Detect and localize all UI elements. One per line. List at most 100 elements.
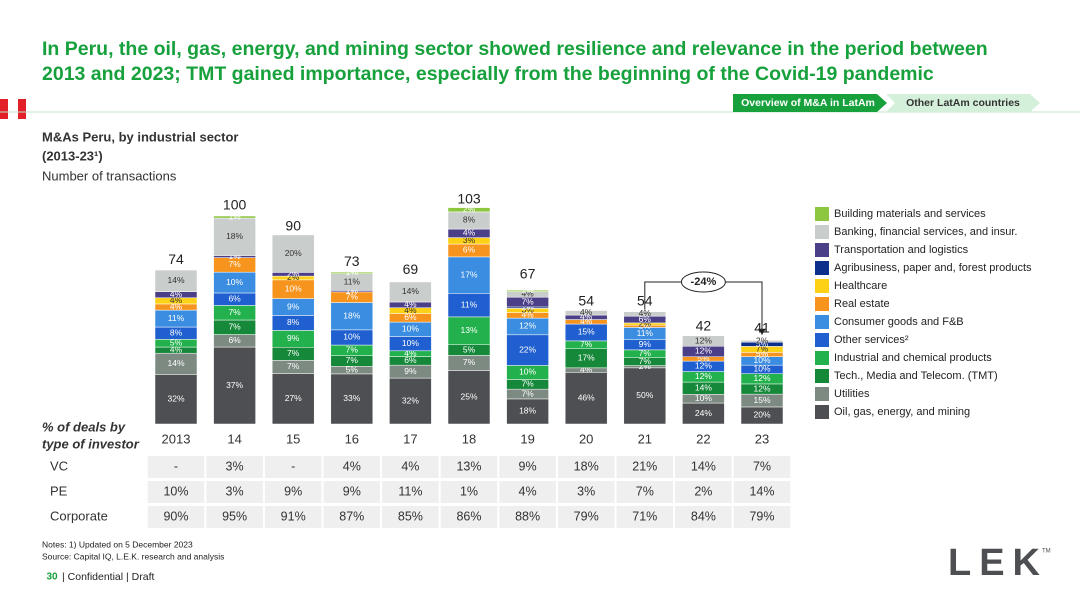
segment-label: 12% [695,371,712,381]
segment-label: 18% [226,231,243,241]
table-cell [440,481,498,503]
legend-swatch [815,279,829,293]
table-value: 87% [339,509,364,523]
segment-label: 8% [287,317,300,327]
table-value: 1% [460,484,478,498]
segment-label: 11% [637,328,654,338]
total-label: 73 [344,253,360,269]
table-value: 71% [632,509,657,523]
segment-label: 7% [756,344,769,354]
table-cell [147,481,205,503]
tab[interactable] [733,94,887,112]
segment-label: 27% [285,393,302,403]
table-cell [147,506,205,528]
note: Source: Capital IQ, L.E.K. research and … [42,551,224,561]
logo: LEK [948,542,1048,584]
segment-label: 20% [285,248,302,258]
x-tick-label: 19 [520,431,534,446]
x-tick-label: 18 [462,431,476,446]
table-cell [323,456,381,478]
segment-label: 15% [753,395,770,405]
table-cell [557,481,615,503]
table-value: 21% [632,459,657,473]
table-value: 85% [398,509,423,523]
segment-label: 10% [519,367,536,377]
legend-label: Building materials and services [834,208,986,220]
legend-label: Industrial and chemical products [834,352,992,364]
segment-label: 1% [346,267,359,277]
total-label: 90 [285,218,301,234]
legend-swatch [815,261,829,275]
tab[interactable] [886,94,1040,112]
segment-label: 4% [580,364,593,374]
table-value: 88% [515,509,540,523]
table-cell [733,481,791,503]
segment-label: 9% [639,339,652,349]
segment-label: 7% [521,296,534,306]
legend-swatch [815,387,829,401]
x-tick-label: 2013 [162,431,191,446]
segment-label: 12% [695,335,712,345]
segment-label: 14% [167,275,184,285]
flag [18,99,26,119]
bar-segment [389,377,432,425]
segment-label: 33% [343,393,360,403]
segment-label: 17% [578,353,595,363]
legend-label: Tech., Media and Telecom. (TMT) [834,370,998,382]
segment-label: 4% [404,348,417,358]
legend-label: Oil, gas, energy, and mining [834,406,970,418]
segment-label: 10% [226,277,243,287]
segment-label: 7% [521,379,534,389]
segment-label: 10% [285,283,302,293]
x-tick-label: 20 [579,431,593,446]
x-tick-label: 15 [286,431,300,446]
table-cell [616,506,674,528]
segment-label: 2% [463,204,476,214]
x-tick-label: 23 [755,431,769,446]
bar-segment [564,310,608,316]
bar-segment [506,334,549,366]
table-value: 10% [163,484,188,498]
table-value: 14% [749,484,774,498]
segment-label: 5% [756,349,769,359]
segment-label: 12% [753,373,770,383]
legend-label: Other services² [834,334,909,346]
segment-label: 7% [521,388,534,398]
table-value: 79% [574,509,599,523]
segment-label: 7% [346,291,359,301]
segment-label: 12% [695,361,712,371]
segment-label: 20% [753,410,770,420]
segment-label: 4% [404,305,417,315]
bar-segment [506,398,549,425]
segment-label: 7% [639,348,652,358]
segment-label: 11% [461,299,478,309]
segment-label: 15% [578,327,595,337]
legend-label: Transportation and logistics [834,244,969,256]
table-value: 7% [636,484,654,498]
segment-label: 5% [346,364,359,374]
segment-label: 4% [170,301,183,311]
segment-label: 10% [695,393,712,403]
segment-label: 7% [228,307,241,317]
table-cell [440,506,498,528]
table-cell [733,456,791,478]
chart-title: M&As Peru, by industrial sector [42,129,239,144]
segment-label: 1% [521,285,534,295]
table-value: 14% [691,459,716,473]
table-value: 2% [694,484,712,498]
segment-label: 11% [344,276,361,286]
segment-label: 5% [170,337,183,347]
segment-label: 7% [463,357,476,367]
table-value: 4% [343,459,361,473]
logo-tm: TM [1042,549,1051,555]
table-value: 79% [749,509,774,523]
table-cell [147,456,205,478]
segment-label: 5% [463,344,476,354]
segment-label: 7% [580,339,593,349]
table-cell [557,456,615,478]
bar-segment [506,289,549,292]
table-value: 18% [574,459,599,473]
segment-label: 2% [639,361,652,371]
page-number: 30 [46,572,58,583]
bar-segment [154,374,198,425]
